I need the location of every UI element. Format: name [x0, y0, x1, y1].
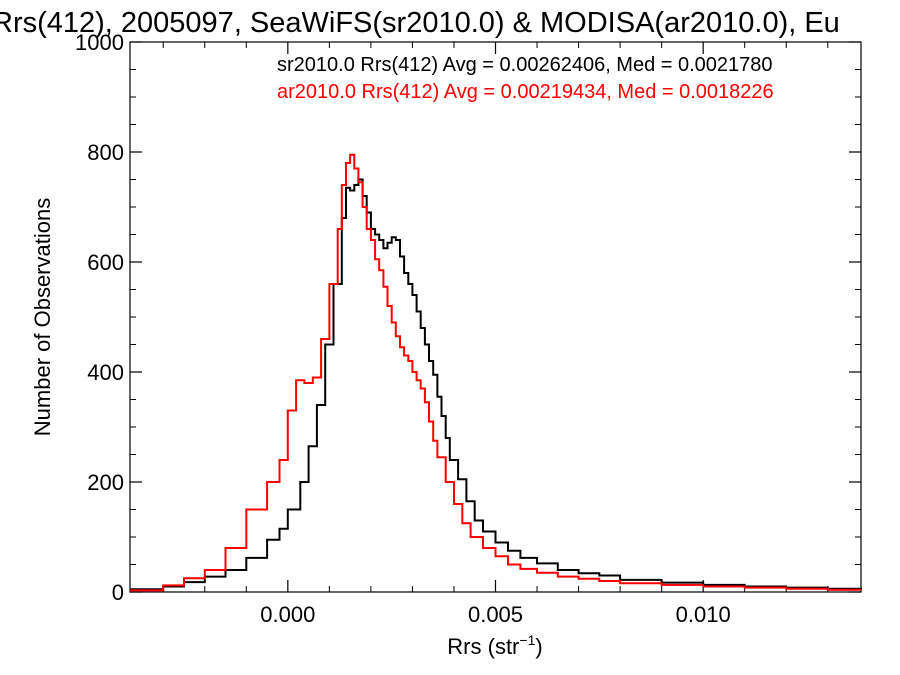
x-tick-label: 0.000 — [260, 602, 315, 627]
x-tick-label: 0.005 — [468, 602, 523, 627]
series-line-ar2010 — [130, 153, 861, 592]
x-axis-title: Rrs (str−1) — [447, 632, 542, 659]
y-tick-label: 600 — [87, 250, 124, 275]
y-axis-ticks: 0 200 400 600 800 1000 — [75, 30, 861, 605]
y-tick-label: 800 — [87, 140, 124, 165]
y-tick-label: 400 — [87, 360, 124, 385]
y-tick-label: 0 — [112, 580, 124, 605]
y-tick-label: 1000 — [75, 30, 124, 55]
legend-entry-sr2010: sr2010.0 Rrs(412) Avg = 0.00262406, Med … — [277, 54, 773, 76]
x-axis-title-close: ) — [535, 634, 542, 659]
y-tick-label: 200 — [87, 470, 124, 495]
x-axis-title-main: Rrs (str — [447, 634, 519, 659]
x-axis-title-superscript: −1 — [519, 632, 535, 648]
legend-entry-ar2010: ar2010.0 Rrs(412) Avg = 0.00219434, Med … — [277, 81, 774, 103]
x-axis-ticks: 0.000 0.005 0.010 — [162, 42, 829, 627]
y-axis-title: Number of Observations — [30, 198, 55, 436]
chart-title: Rrs(412), 2005097, SeaWiFS(sr2010.0) & M… — [0, 7, 840, 39]
series-line-sr2010 — [130, 178, 862, 591]
series-lines — [130, 153, 862, 592]
x-tick-label: 0.010 — [676, 602, 731, 627]
plot-frame — [129, 41, 862, 593]
